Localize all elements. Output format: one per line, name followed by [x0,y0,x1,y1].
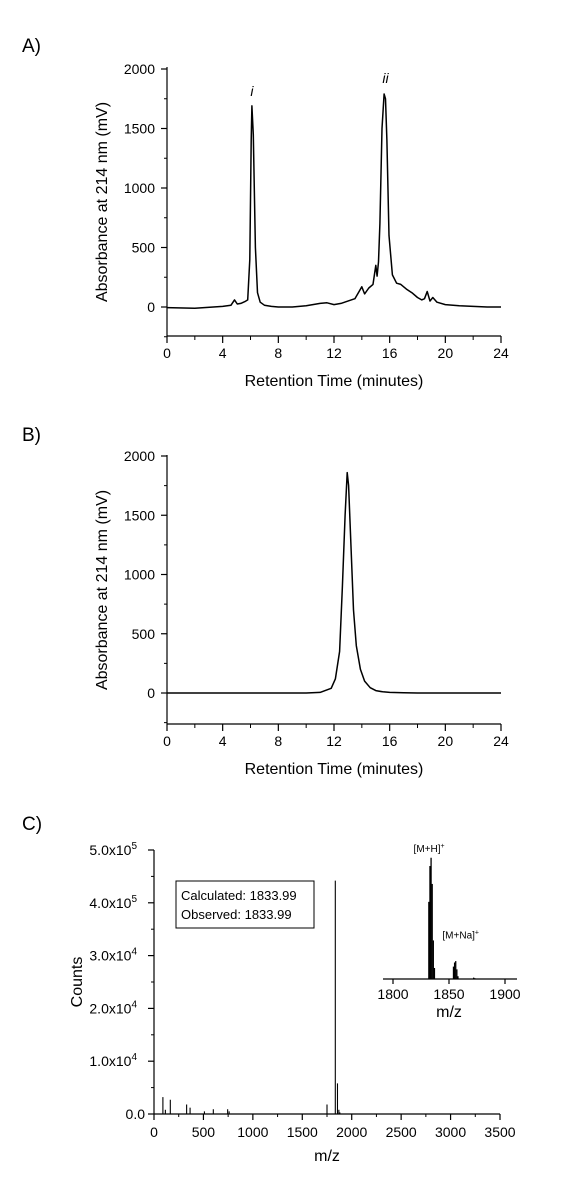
x-tick-label: 24 [493,345,509,361]
panel-a-x-axis-label: Retention Time (minutes) [245,373,424,390]
x-tick-label: 1500 [287,1124,318,1140]
y-tick-label: 3.0x104 [89,947,137,964]
y-tick-label: 4.0x105 [89,894,137,911]
panel-b: B) 0 4 8 12 16 20 24 0 500 1000 1500 2000 Retention… [22,425,509,778]
panel-a-ticks: 0 4 8 12 16 20 24 0 500 1000 1500 2000 [124,61,509,361]
y-tick-exponent: 5 [131,841,137,852]
y-tick-label: 0 [147,685,155,701]
panel-b-ticks: 0 4 8 12 16 20 24 0 500 1000 1500 2000 [124,448,509,749]
mass-annotation-box: Calculated: 1833.99 Observed: 1833.99 [175,880,315,929]
panel-c-label: C) [22,814,42,835]
x-tick-label: 2000 [336,1124,367,1140]
panel-b-label: B) [22,425,41,446]
y-tick-label: 1500 [124,507,155,523]
panel-a-y-axis-label: Absorbance at 214 nm (mV) [94,102,111,302]
y-tick-label: 1000 [124,567,155,583]
x-tick-label: 1000 [237,1124,268,1140]
y-tick-label: 1500 [124,121,155,137]
x-tick-label: 16 [382,345,398,361]
x-tick-label: 4 [219,345,227,361]
y-tick-label: 1.0x104 [89,1052,137,1069]
x-tick-label: 0 [150,1124,158,1140]
y-tick-exponent: 4 [131,999,137,1010]
x-tick-label: 20 [438,733,454,749]
panel-c-ticks: 0 500 1000 1500 2000 2500 3000 35000.01.0x1042.… [89,841,515,1140]
x-tick-label: 3500 [484,1124,515,1140]
x-tick-label: 24 [493,733,509,749]
y-tick-exponent: 5 [131,894,137,905]
y-tick-exponent: 4 [131,1052,137,1063]
panel-a-label: A) [22,36,41,57]
y-tick-label: 500 [132,240,156,256]
calculated-mass: Calculated: 1833.99 [181,888,297,903]
panel-a-trace [166,93,501,309]
y-tick-label: 2000 [124,448,155,464]
panel-c-mass-spectrum [162,880,341,1114]
y-tick-mantissa: 1.0x10 [89,1053,131,1069]
y-tick-label: 0 [147,299,155,315]
x-tick-label: 0 [163,733,171,749]
x-tick-label: 20 [438,345,454,361]
panel-c-x-axis-label: m/z [314,1148,340,1165]
y-tick-label: 5.0x105 [89,841,137,858]
panel-c-y-axis-label: Counts [69,957,86,1008]
y-tick-mantissa: 4.0x10 [89,895,131,911]
y-tick-label: 1000 [124,180,155,196]
x-tick-label: 0 [163,345,171,361]
inset-x-tick-label: 1900 [489,986,520,1002]
x-tick-label: 4 [219,733,227,749]
inset-x-tick-label: 1800 [377,986,408,1002]
y-tick-mantissa: 3.0x10 [89,948,131,964]
y-tick-exponent: 4 [131,947,137,958]
panel-b-x-axis-label: Retention Time (minutes) [245,761,424,778]
panel-b-trace [167,471,501,694]
peak-label-ii: ii [382,70,389,86]
y-tick-label: 0.0 [126,1106,146,1122]
y-tick-mantissa: 5.0x10 [89,842,131,858]
x-tick-label: 8 [274,345,282,361]
inset-label-m-plus-na: [M+Na]+ [442,930,479,942]
x-tick-label: 2500 [386,1124,417,1140]
observed-mass: Observed: 1833.99 [181,907,292,922]
inset-sticks [428,857,476,979]
inset-x-axis-label: m/z [436,1004,462,1021]
x-tick-label: 12 [326,733,342,749]
panel-b-y-axis-label: Absorbance at 214 nm (mV) [94,490,111,690]
inset-ticks: 1800 1850 1900 [377,979,521,1002]
panel-a: A) 0 4 8 12 16 20 24 0 500 1000 1500 2000 i ii Rete… [22,36,509,390]
y-tick-mantissa: 0.0 [126,1106,146,1122]
x-tick-label: 8 [274,733,282,749]
y-tick-label: 2.0x104 [89,999,137,1016]
x-tick-label: 12 [326,345,342,361]
inset-label-m-plus-h: [M+H]+ [414,843,445,855]
panel-c: C) 0 500 1000 1500 2000 2500 3000 3500 0.0 1.0x10… [22,814,521,1165]
x-tick-label: 16 [382,733,398,749]
peak-label-i: i [250,83,254,99]
y-tick-mantissa: 2.0x10 [89,1000,131,1016]
inset-x-tick-label: 1850 [433,986,464,1002]
y-tick-label: 2000 [124,61,155,77]
mass-box-border [175,880,315,929]
inset-spectrum: 1800 1850 1900 [M+H]+ [M+Na]+ m/z [377,843,520,1021]
x-tick-label: 500 [192,1124,216,1140]
y-tick-label: 500 [132,626,156,642]
x-tick-label: 3000 [435,1124,466,1140]
